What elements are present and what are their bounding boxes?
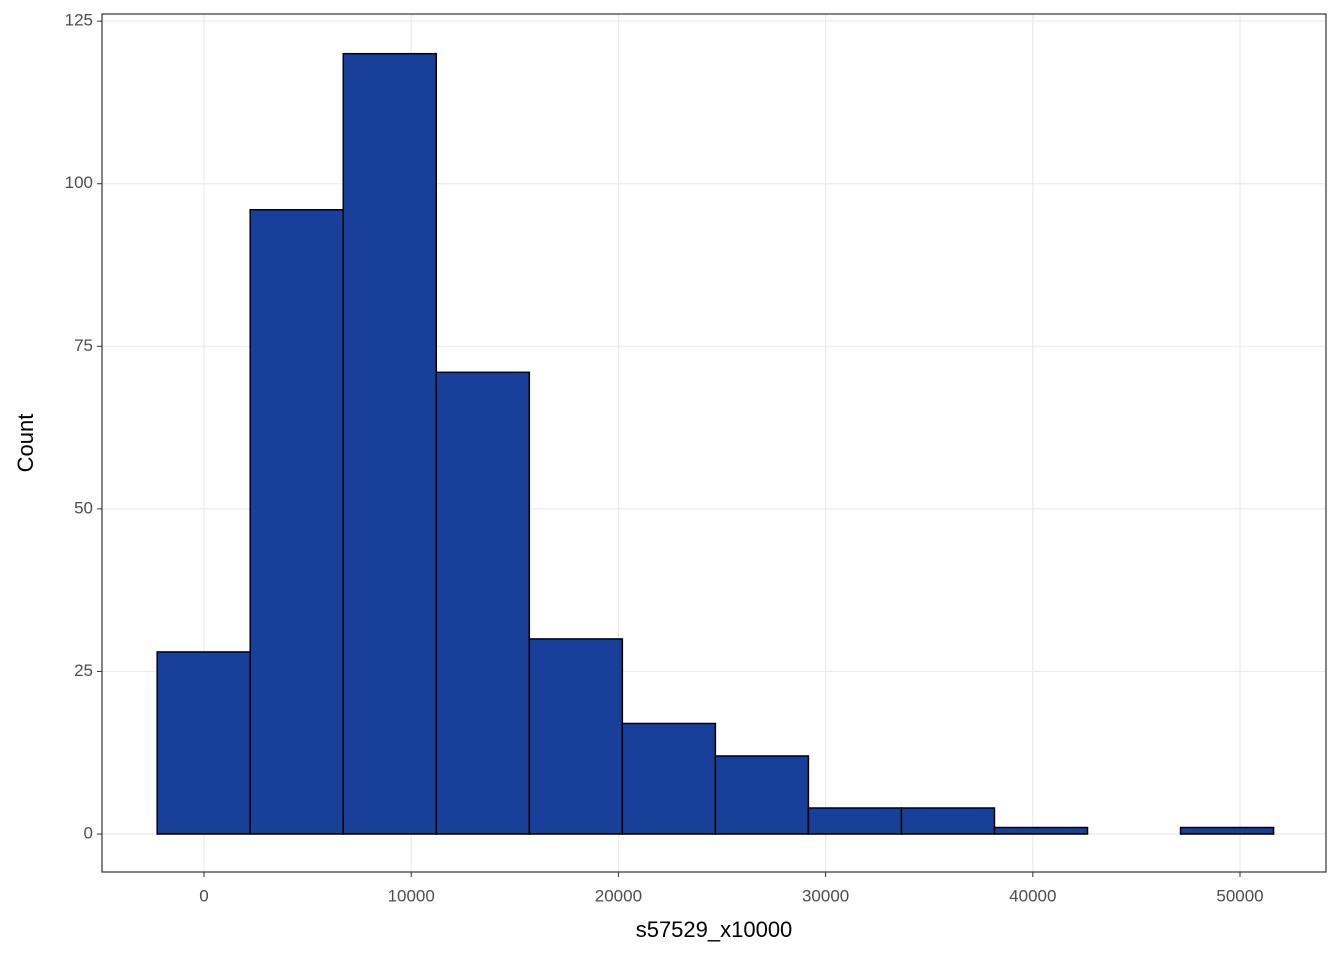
bar <box>342 52 438 835</box>
bar <box>714 755 810 835</box>
bar <box>1179 826 1275 835</box>
bar <box>435 371 531 835</box>
panel-border <box>101 13 1327 873</box>
y-tick-label: 25 <box>74 661 93 680</box>
y-tick-label: 75 <box>74 336 93 355</box>
bar <box>621 722 717 835</box>
y-tick-label: 50 <box>74 498 93 517</box>
x-tick-label: 20000 <box>595 886 642 905</box>
x-tick-label: 30000 <box>802 886 849 905</box>
bar <box>249 208 344 835</box>
y-tick-label: 0 <box>84 824 93 843</box>
y-tick-label: 125 <box>65 11 93 30</box>
x-tick-label: 10000 <box>388 886 435 905</box>
bar <box>807 807 903 835</box>
bar <box>993 826 1089 835</box>
x-tick-label: 0 <box>199 886 208 905</box>
y-axis-title: Count <box>13 414 38 473</box>
x-axis-title: s57529_x10000 <box>636 917 793 942</box>
bar <box>528 638 624 835</box>
bar <box>156 651 251 835</box>
x-tick-label: 50000 <box>1216 886 1263 905</box>
x-tick-label: 40000 <box>1009 886 1056 905</box>
y-tick-label: 100 <box>65 173 93 192</box>
bar <box>900 807 996 835</box>
